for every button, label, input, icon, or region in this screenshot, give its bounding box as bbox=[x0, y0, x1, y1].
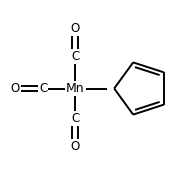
Text: C: C bbox=[71, 50, 79, 63]
Text: O: O bbox=[10, 82, 20, 95]
Text: O: O bbox=[71, 140, 80, 153]
Text: Mn: Mn bbox=[66, 82, 85, 95]
Text: O: O bbox=[71, 22, 80, 35]
Text: C: C bbox=[71, 112, 79, 125]
Text: C: C bbox=[39, 82, 47, 95]
